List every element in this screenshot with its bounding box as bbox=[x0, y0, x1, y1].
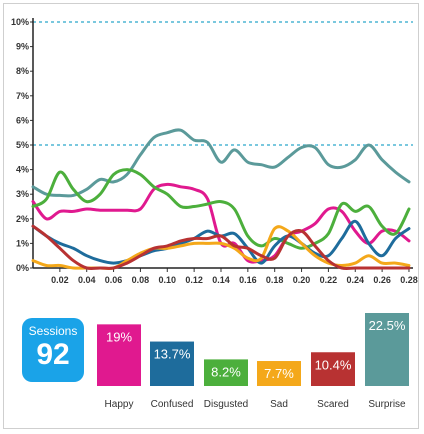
y-tick-label: 0% bbox=[16, 263, 29, 273]
bar-surprise bbox=[365, 313, 409, 386]
x-tick-label: 0.14 bbox=[212, 275, 230, 285]
x-tick-label: 0.28 bbox=[400, 275, 418, 285]
sessions-label: Sessions bbox=[28, 324, 78, 338]
emotion-line-chart: 0% 1% 2% 3% 4% 5% 6% 7% 8% 9% 10% 0.02 0.04 0.06 0.08 0… bbox=[11, 17, 418, 285]
sessions-count: 92 bbox=[36, 338, 70, 371]
bar-sad bbox=[257, 361, 301, 386]
x-tick-label: 0.10 bbox=[159, 275, 177, 285]
bar-value-label: 10.4% bbox=[315, 357, 352, 372]
series-line-2 bbox=[31, 168, 411, 250]
y-tick-label: 7% bbox=[16, 91, 29, 101]
y-tick-label: 10% bbox=[11, 17, 29, 27]
x-tick-label: 0.06 bbox=[105, 275, 123, 285]
x-tick-label: 0.26 bbox=[373, 275, 391, 285]
bar-category-label: Sad bbox=[270, 399, 288, 410]
y-tick-label: 9% bbox=[16, 42, 29, 52]
bar-category-label: Surprise bbox=[368, 399, 406, 410]
x-tick-label: 0.16 bbox=[239, 275, 257, 285]
bar-confused bbox=[150, 341, 194, 386]
bar-category-label: Scared bbox=[317, 399, 349, 410]
y-tick-label: 1% bbox=[16, 238, 29, 248]
x-tick-label: 0.02 bbox=[51, 275, 69, 285]
bar-scared bbox=[311, 352, 355, 386]
bar-value-label: 8.2% bbox=[211, 364, 241, 379]
sessions-badge: Sessions 92 bbox=[22, 318, 84, 382]
x-tick-label: 0.18 bbox=[266, 275, 284, 285]
x-tick-label: 0.04 bbox=[78, 275, 96, 285]
series-line-5 bbox=[31, 224, 411, 271]
y-tick-label: 4% bbox=[16, 165, 29, 175]
bar-disgusted bbox=[204, 359, 248, 386]
y-tick-label: 5% bbox=[16, 140, 29, 150]
x-tick-label: 0.12 bbox=[185, 275, 203, 285]
x-tick-label: 0.08 bbox=[132, 275, 150, 285]
bar-category-label: Disgusted bbox=[204, 399, 248, 410]
y-tick-label: 6% bbox=[16, 115, 29, 125]
y-tick-label: 8% bbox=[16, 66, 29, 76]
x-tick-label: 0.22 bbox=[320, 275, 338, 285]
series-line-0 bbox=[31, 128, 411, 198]
y-tick-label: 2% bbox=[16, 214, 29, 224]
bar-category-label: Happy bbox=[105, 399, 134, 410]
x-tick-label: 0.20 bbox=[293, 275, 311, 285]
bar-value-label: 13.7% bbox=[154, 347, 191, 362]
bar-category-label: Confused bbox=[151, 399, 194, 410]
bar-value-label: 19% bbox=[106, 329, 132, 344]
bar-value-label: 22.5% bbox=[369, 318, 406, 333]
bar-happy bbox=[97, 324, 141, 386]
y-tick-label: 3% bbox=[16, 189, 29, 199]
bar-value-label: 7.7% bbox=[264, 366, 294, 381]
emotion-bar-chart: 19% Happy 13.7% Confused 8.2% Disgusted 7.7% Sa… bbox=[97, 313, 409, 410]
x-tick-label: 0.24 bbox=[346, 275, 364, 285]
series-line-4 bbox=[31, 225, 411, 271]
